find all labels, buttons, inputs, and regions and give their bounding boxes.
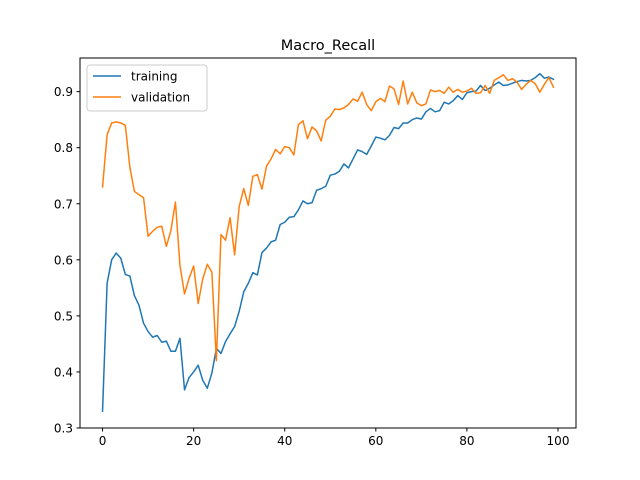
y-axis: 0.3 0.4 0.5 0.6 0.7 0.8 0.9 <box>54 85 80 436</box>
legend: training validation <box>86 64 208 112</box>
y-tick-label: 0.8 <box>54 141 73 155</box>
x-tick-label: 60 <box>368 434 383 448</box>
chart-title: Macro_Recall <box>281 38 375 54</box>
axes-frame <box>79 57 577 429</box>
y-tick-label: 0.4 <box>54 365 73 379</box>
x-tick-label: 0 <box>99 434 107 448</box>
series-line-training <box>101 72 555 412</box>
legend-label-training: training <box>131 70 178 84</box>
legend-label-validation: validation <box>131 91 190 105</box>
plot-area: 0 20 40 60 80 100 0.3 0.4 0.5 0.6 0.7 0.8 0.9 <box>54 57 577 448</box>
y-tick-label: 0.3 <box>54 422 73 436</box>
y-tick-label: 0.5 <box>54 309 73 323</box>
x-tick-label: 20 <box>186 434 201 448</box>
x-tick-label: 40 <box>277 434 292 448</box>
x-tick-label: 100 <box>547 434 570 448</box>
series-line-validation <box>101 74 555 362</box>
y-tick-label: 0.7 <box>54 197 73 211</box>
x-tick-label: 80 <box>459 434 474 448</box>
series-layer <box>101 72 555 412</box>
y-tick-label: 0.9 <box>54 85 73 99</box>
y-tick-label: 0.6 <box>54 253 73 267</box>
x-axis: 0 20 40 60 80 100 <box>99 428 570 448</box>
